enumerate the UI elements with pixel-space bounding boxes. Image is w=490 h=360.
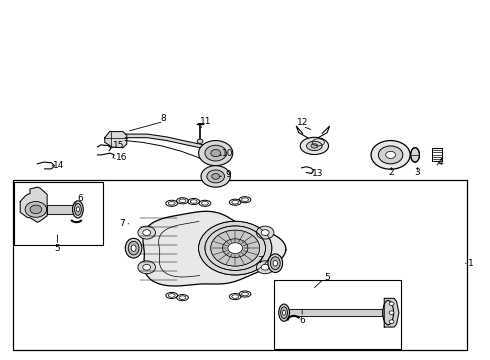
Ellipse shape [307,141,322,150]
Text: 3: 3 [415,168,420,177]
Text: 11: 11 [200,117,212,126]
Text: 5: 5 [324,273,330,282]
Text: 14: 14 [52,161,64,170]
Ellipse shape [74,203,81,215]
Polygon shape [384,298,399,327]
Text: 15: 15 [113,141,124,150]
Circle shape [389,302,394,306]
Text: 9: 9 [225,170,231,179]
Circle shape [371,140,410,169]
Circle shape [256,226,274,239]
Polygon shape [125,134,215,151]
Polygon shape [47,205,76,214]
Text: 7: 7 [119,219,125,228]
Circle shape [256,261,274,274]
Circle shape [201,166,230,187]
Circle shape [212,174,220,179]
Circle shape [222,239,248,257]
Text: 8: 8 [161,114,166,123]
Circle shape [25,202,47,217]
Circle shape [389,311,394,315]
Ellipse shape [411,148,419,162]
Circle shape [261,264,269,270]
Ellipse shape [270,257,280,270]
Text: 6: 6 [299,316,305,325]
Circle shape [143,264,150,270]
Text: 1: 1 [468,259,474,268]
Circle shape [198,221,272,275]
Circle shape [30,205,42,214]
Bar [274,280,401,348]
Bar [13,180,467,350]
Circle shape [138,261,155,274]
Text: 16: 16 [116,153,127,162]
Ellipse shape [283,310,286,315]
Ellipse shape [279,304,290,321]
Circle shape [378,146,403,164]
Ellipse shape [76,207,79,212]
Bar [14,182,103,244]
Circle shape [228,243,243,253]
Circle shape [198,140,233,166]
Ellipse shape [300,137,329,154]
Circle shape [207,170,224,183]
Text: 13: 13 [312,169,323,178]
Polygon shape [20,187,47,222]
Ellipse shape [73,201,83,218]
Circle shape [389,320,394,323]
Circle shape [211,230,260,266]
Ellipse shape [311,144,318,148]
Text: 10: 10 [222,149,234,158]
Circle shape [138,226,155,239]
Circle shape [205,145,226,161]
Circle shape [197,139,203,143]
Ellipse shape [131,245,136,251]
Ellipse shape [383,301,393,325]
Polygon shape [283,309,382,316]
Polygon shape [105,132,127,148]
Text: 2: 2 [389,168,394,177]
Text: 6: 6 [77,194,83,203]
Text: 5: 5 [54,244,60,253]
Circle shape [143,230,150,235]
Polygon shape [143,211,286,286]
Circle shape [211,149,220,157]
Circle shape [386,151,395,158]
Ellipse shape [125,238,142,258]
Text: 7: 7 [257,256,263,265]
Text: 4: 4 [438,158,443,167]
Text: 12: 12 [297,118,308,127]
Ellipse shape [128,241,139,255]
Circle shape [261,230,269,235]
Ellipse shape [281,307,288,319]
Ellipse shape [273,260,277,266]
Ellipse shape [268,254,283,273]
